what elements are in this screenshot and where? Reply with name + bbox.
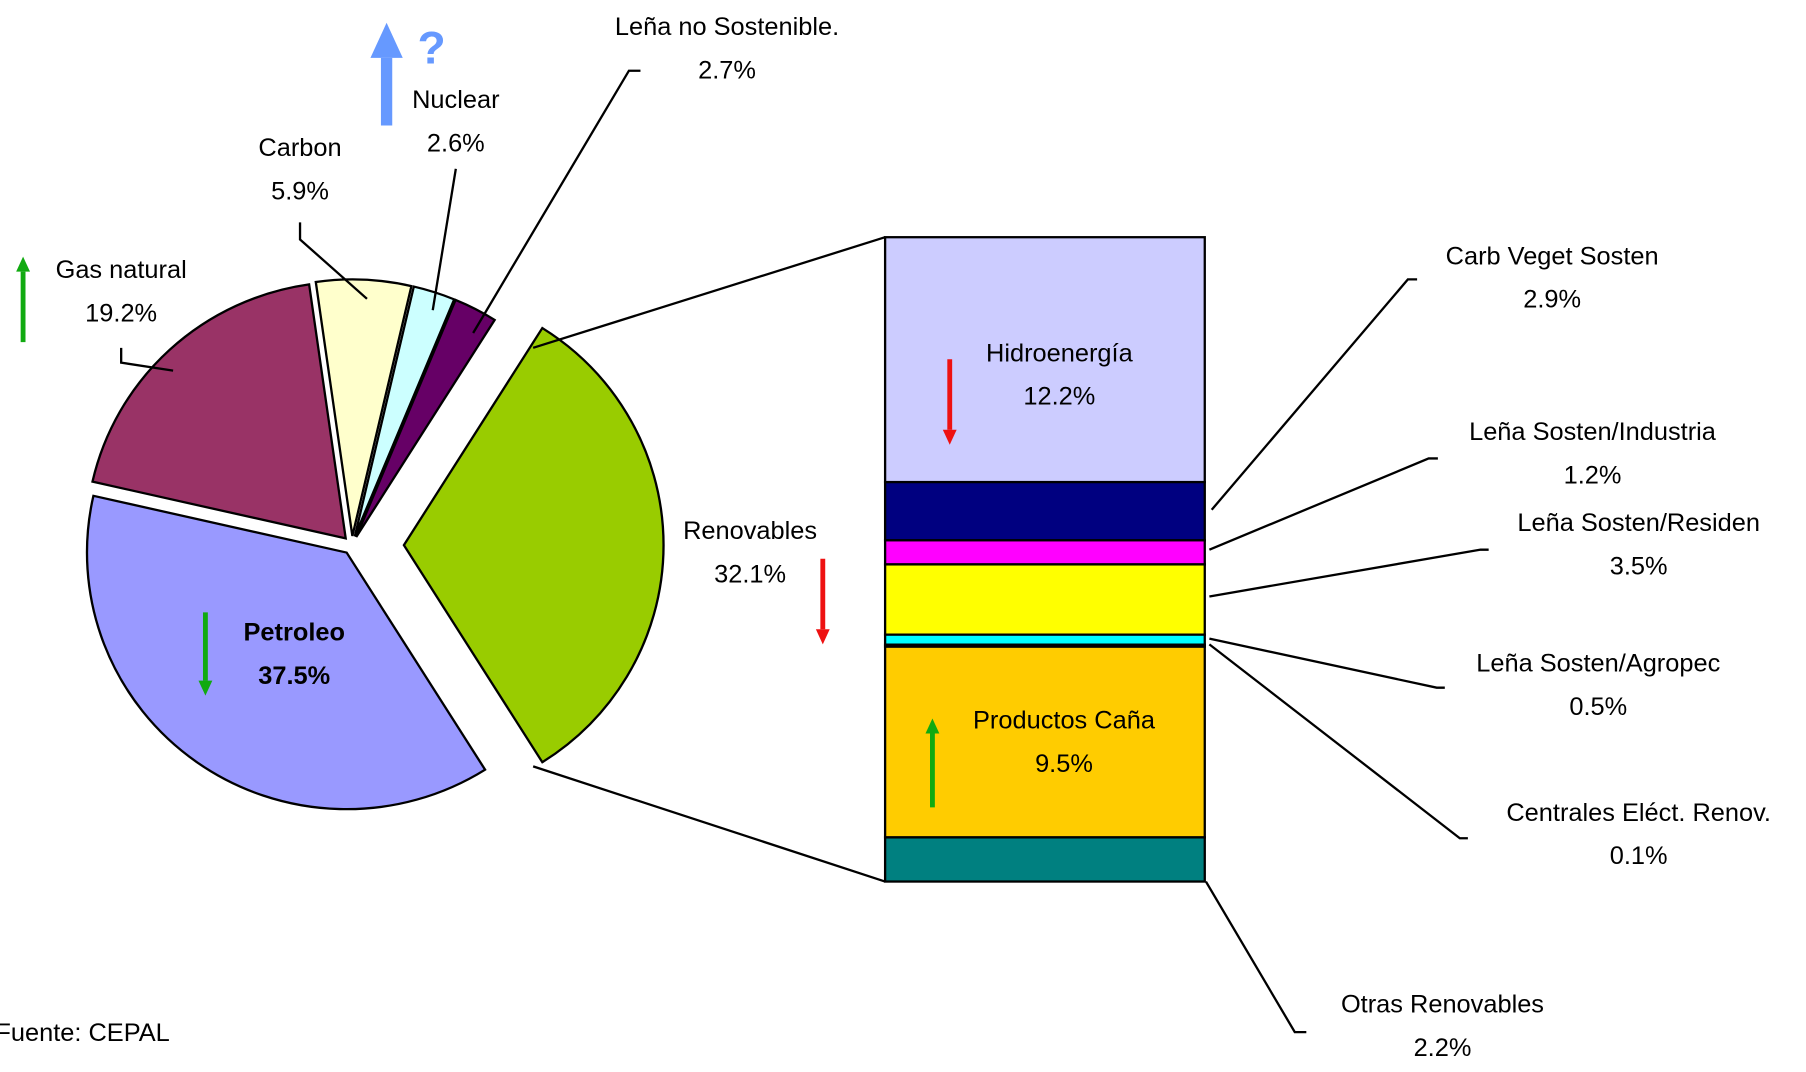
- segment-label: Centrales Eléct. Renov.: [1506, 799, 1771, 827]
- trend-arrow-head: [198, 680, 213, 696]
- slice-value-label: 5.9%: [271, 177, 329, 205]
- leader-line: [1209, 548, 1489, 598]
- slice-value-label: 2.6%: [427, 130, 485, 158]
- pie-slice: [402, 326, 665, 764]
- pie-slice: [91, 283, 348, 540]
- bar-segment: [883, 633, 1206, 646]
- bar-segment: [883, 836, 1206, 883]
- segment-value-label: 1.2%: [1564, 461, 1622, 489]
- segment-label: Leña Sosten/Agropec: [1476, 650, 1720, 678]
- segment-label: Leña Sosten/Industria: [1469, 418, 1717, 446]
- trend-arrow-head: [370, 22, 403, 58]
- slice-label: Renovables: [683, 517, 817, 545]
- segment-value-label: 9.5%: [1035, 750, 1093, 778]
- bar-segment: [883, 563, 1206, 636]
- leader-line: [120, 347, 174, 372]
- slice-value-label: 2.7%: [698, 57, 756, 85]
- leader-line: [1208, 457, 1438, 551]
- trend-arrow-head: [16, 256, 31, 272]
- segment-value-label: 2.2%: [1414, 1034, 1472, 1062]
- segment-value-label: 0.5%: [1569, 693, 1627, 721]
- slice-value-label: 19.2%: [85, 300, 157, 328]
- segment-value-label: 3.5%: [1610, 553, 1668, 581]
- connector-line: [532, 765, 886, 883]
- leader-line: [1208, 643, 1468, 840]
- segment-value-label: 0.1%: [1610, 842, 1668, 870]
- connector-line: [532, 236, 886, 349]
- bar-segment: [883, 480, 1206, 542]
- bar-segment: [883, 236, 1206, 484]
- pie-slice: [353, 285, 456, 537]
- pie-slice: [355, 298, 497, 538]
- segment-value-label: 12.2%: [1023, 383, 1095, 411]
- bar-segment: [883, 645, 1206, 839]
- pie-slice: [314, 278, 413, 537]
- trend-arrow-head: [925, 718, 940, 734]
- segment-label: Hidroenergía: [986, 339, 1134, 367]
- pie-slice: [85, 494, 487, 811]
- segment-label: Carb Veget Sosten: [1446, 242, 1659, 270]
- trend-arrow-head: [815, 629, 830, 645]
- annotation: ?: [417, 22, 445, 74]
- leader-line: [1209, 637, 1445, 689]
- slice-value-label: 37.5%: [258, 662, 330, 690]
- source-note: Fuente: CEPAL: [0, 1019, 170, 1047]
- trend-arrow-head: [942, 429, 957, 445]
- bar-segment: [883, 539, 1206, 566]
- slice-label: Petroleo: [244, 619, 346, 647]
- leader-line: [1204, 880, 1307, 1034]
- leader-line: [472, 69, 641, 334]
- slice-label: Nuclear: [412, 86, 499, 114]
- leader-line: [1210, 278, 1418, 511]
- slice-label: Leña no Sostenible.: [615, 13, 839, 41]
- segment-value-label: 2.9%: [1523, 286, 1581, 314]
- segment-label: Otras Renovables: [1341, 991, 1544, 1019]
- leader-line: [298, 222, 368, 300]
- leader-line: [431, 168, 457, 311]
- slice-value-label: 32.1%: [714, 561, 786, 589]
- segment-label: Leña Sosten/Residen: [1517, 509, 1760, 537]
- slice-label: Carbon: [258, 134, 341, 162]
- segment-label: Productos Caña: [973, 707, 1156, 735]
- slice-label: Gas natural: [56, 256, 187, 284]
